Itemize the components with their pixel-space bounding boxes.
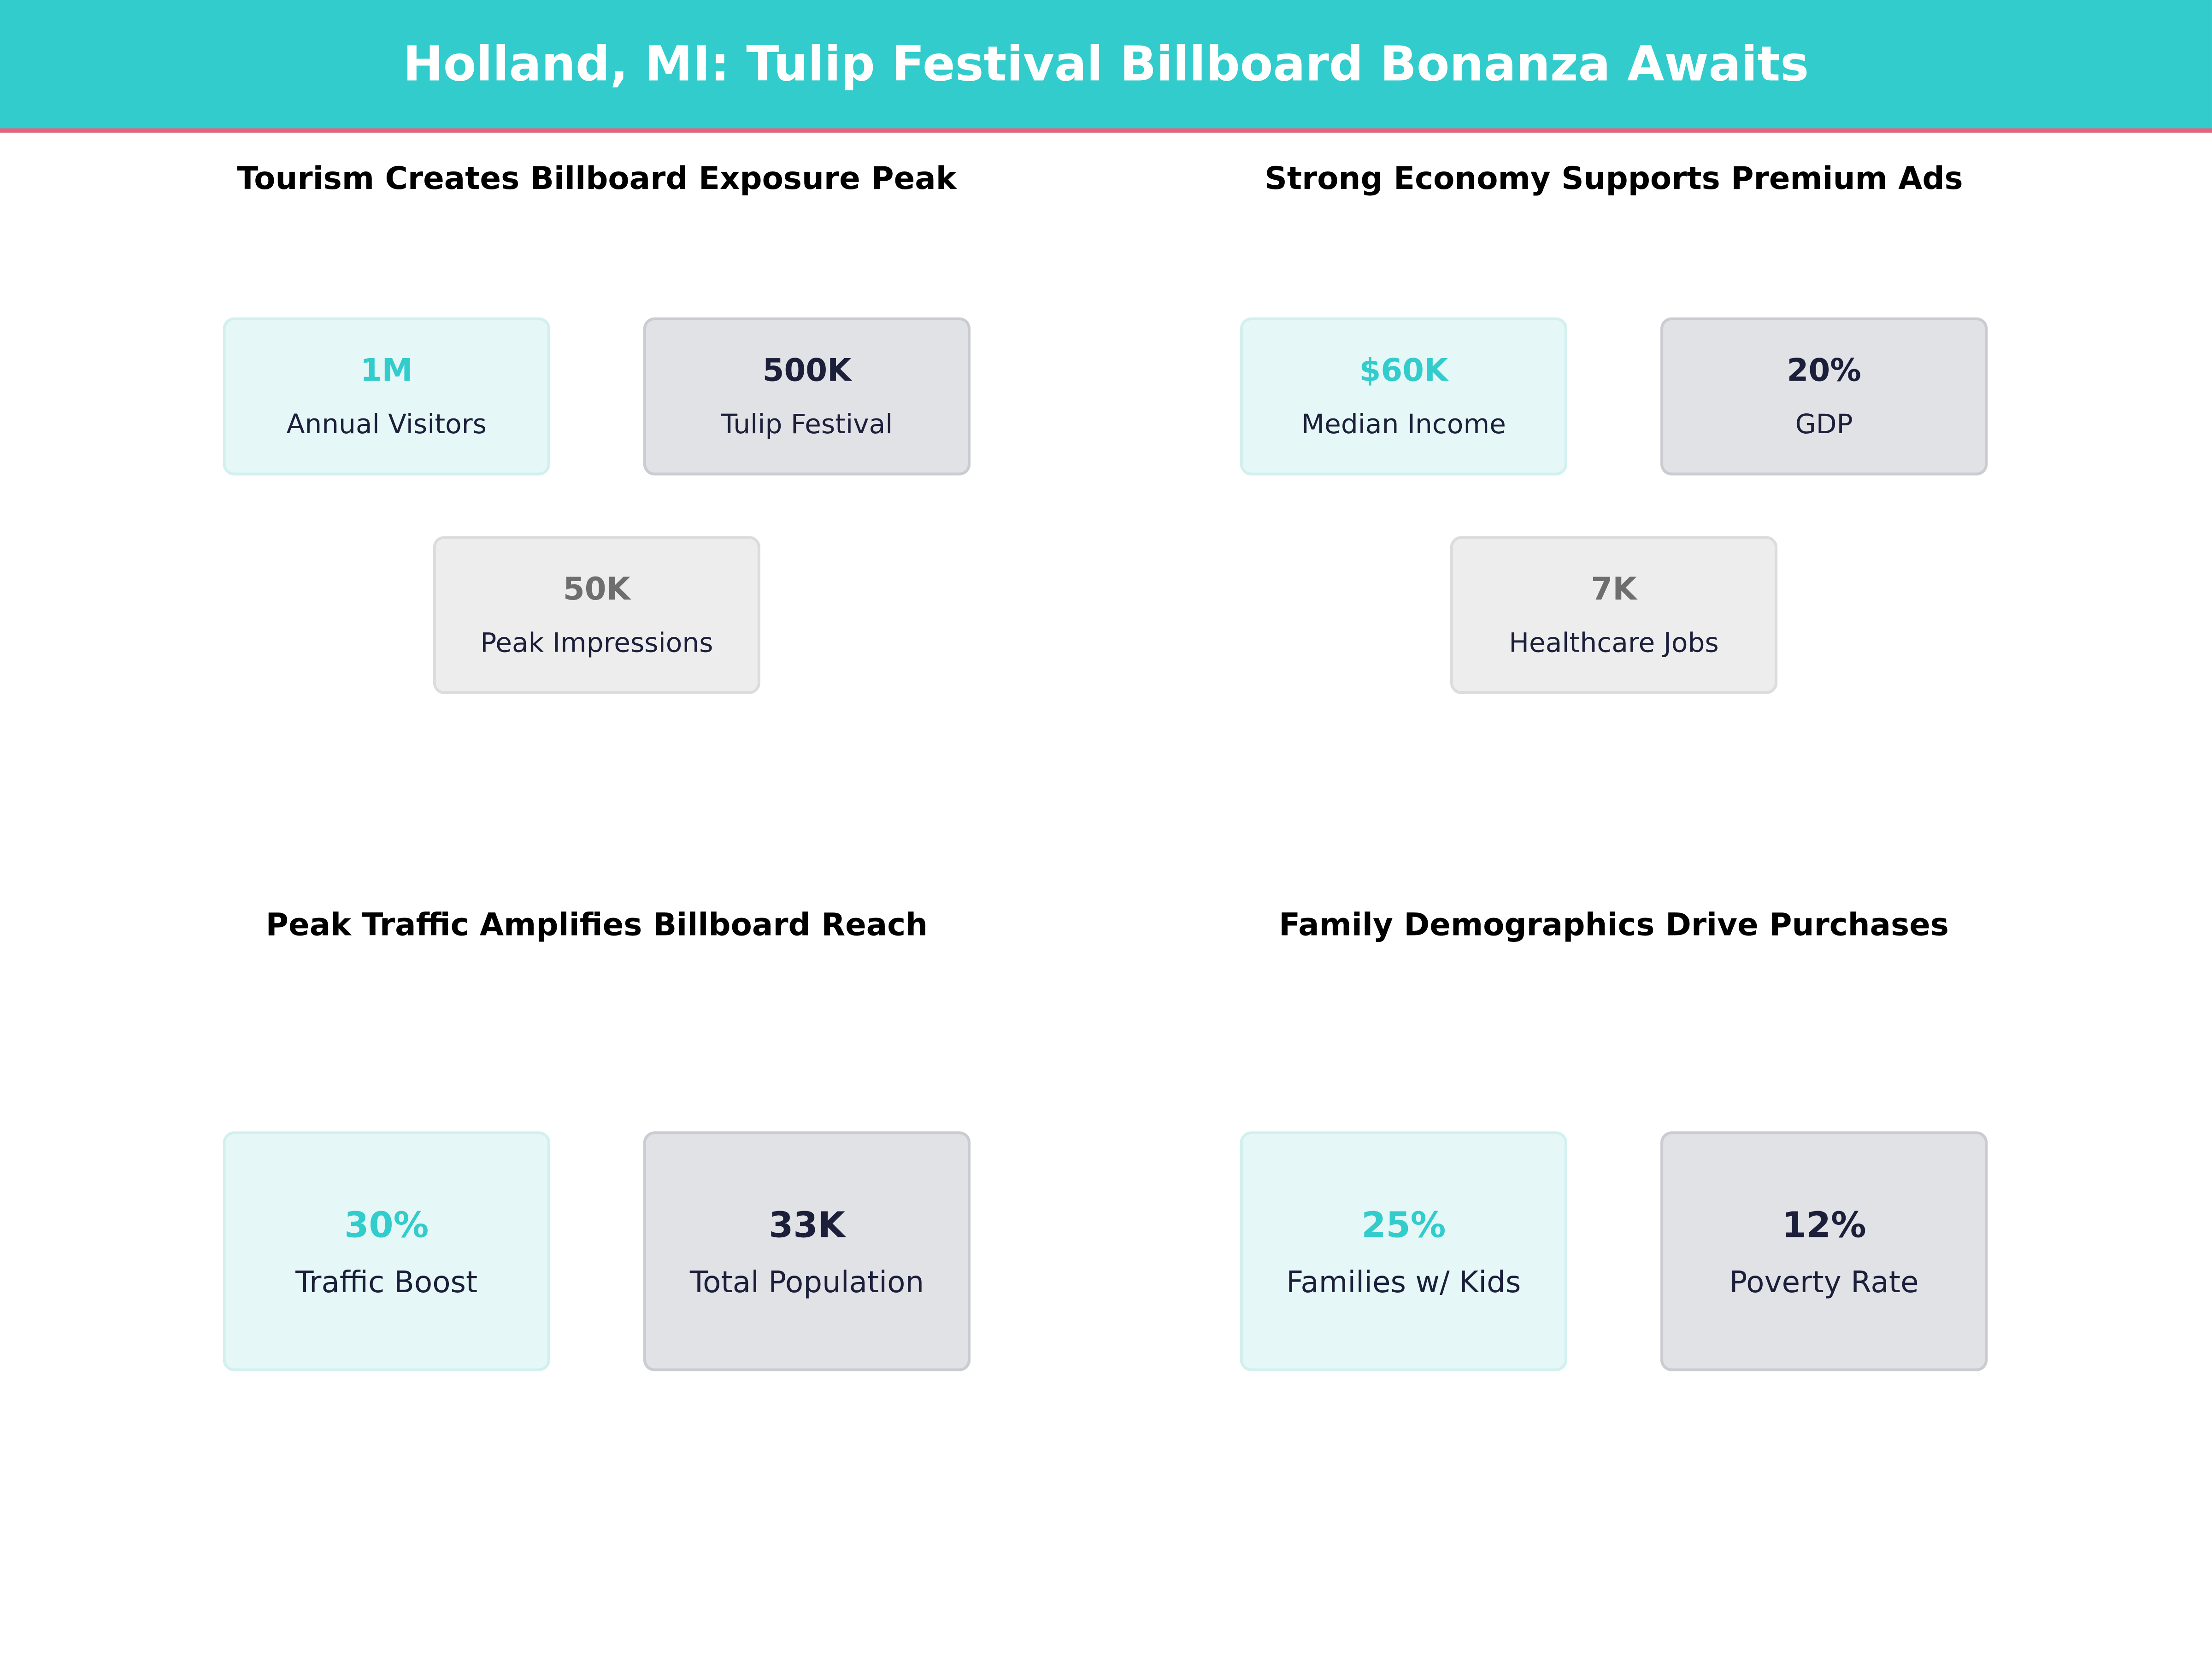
header-banner: Holland, MI: Tulip Festival Billboard Bo… [0, 0, 2212, 133]
panel-title-economy: Strong Economy Supports Premium Ads [1265, 162, 1963, 198]
stat-label: Traffic Boost [295, 1265, 478, 1299]
stat-label: Total Population [689, 1265, 924, 1299]
stat-card-healthcare-jobs: 7K Healthcare Jobs [1450, 536, 1778, 694]
stat-label: Healthcare Jobs [1509, 627, 1719, 659]
stat-card-poverty-rate: 12% Poverty Rate [1660, 1131, 1988, 1371]
stat-label: Median Income [1301, 408, 1506, 440]
stat-value: 12% [1782, 1204, 1866, 1245]
stat-value: 7K [1591, 572, 1637, 607]
stat-card-families-with-kids: 25% Families w/ Kids [1240, 1131, 1567, 1371]
stat-label: Peak Impressions [480, 627, 713, 659]
stat-card-gdp: 20% GDP [1660, 317, 1988, 476]
stat-value: 33K [769, 1204, 845, 1245]
stat-card-tulip-festival: 500K Tulip Festival [643, 317, 971, 476]
stat-value: $60K [1359, 353, 1448, 389]
page-title: Holland, MI: Tulip Festival Billboard Bo… [403, 36, 1809, 93]
panel-title-traffic: Peak Traffic Amplifies Billboard Reach [265, 908, 928, 944]
stat-card-total-population: 33K Total Population [643, 1131, 971, 1371]
panel-title-demographics: Family Demographics Drive Purchases [1279, 908, 1949, 944]
stat-value: 25% [1361, 1204, 1446, 1245]
stat-card-median-income: $60K Median Income [1240, 317, 1567, 476]
stat-card-peak-impressions: 50K Peak Impressions [433, 536, 760, 694]
stat-label: Families w/ Kids [1286, 1265, 1521, 1299]
stat-card-traffic-boost: 30% Traffic Boost [223, 1131, 550, 1371]
stat-value: 20% [1787, 353, 1861, 389]
stat-value: 1M [360, 353, 413, 389]
stat-label: Annual Visitors [286, 408, 487, 440]
stat-label: Poverty Rate [1729, 1265, 1919, 1299]
panel-title-tourism: Tourism Creates Billboard Exposure Peak [237, 162, 957, 198]
stat-card-annual-visitors: 1M Annual Visitors [223, 317, 550, 476]
stat-label: Tulip Festival [721, 408, 893, 440]
stat-label: GDP [1795, 408, 1853, 440]
stat-value: 50K [563, 572, 630, 607]
stat-value: 30% [344, 1204, 429, 1245]
stat-value: 500K [762, 353, 852, 389]
